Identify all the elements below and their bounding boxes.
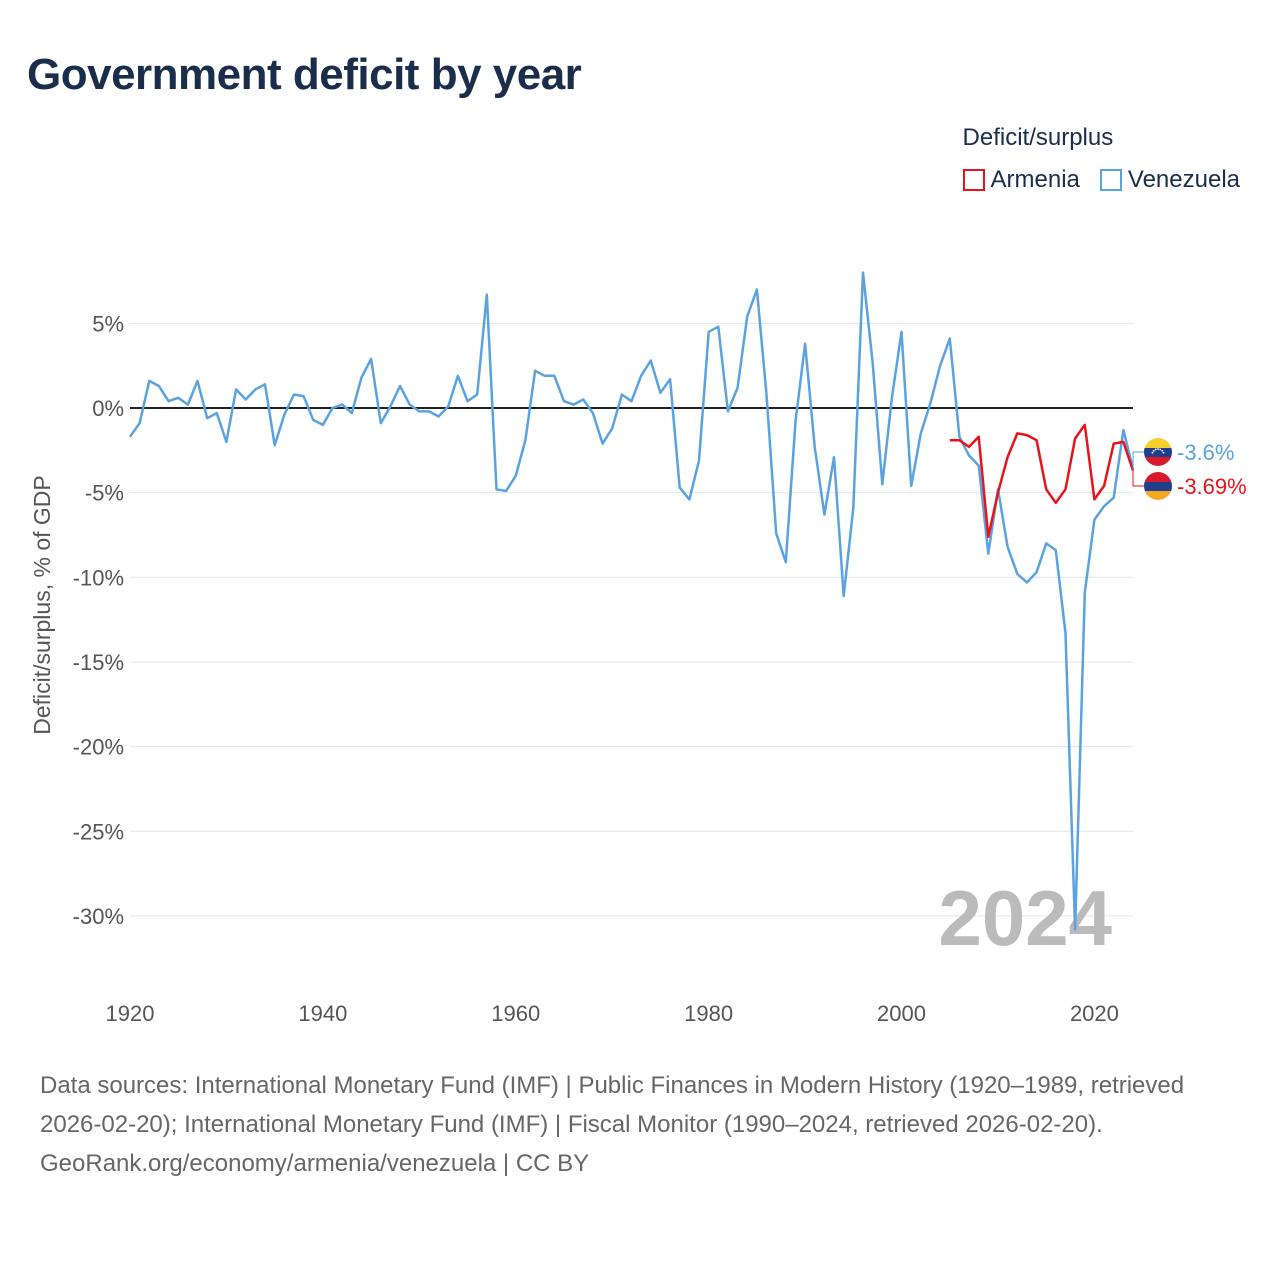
- y-tick-label: 0%: [92, 396, 124, 421]
- end-markers: -3.6% -3.69%: [1132, 438, 1247, 500]
- series-line-armenia[interactable]: [949, 423, 1135, 538]
- data-sources: Data sources: International Monetary Fun…: [40, 1072, 1185, 1138]
- legend-item-venezuela[interactable]: Venezuela: [1099, 166, 1240, 194]
- chart: 5% 0% -5% -10% -15% -20% -25% -30% 1920 1940 1960…: [29, 271, 1247, 1026]
- end-value-label-venezuela: -3.6%: [1177, 440, 1234, 465]
- page-title: Government deficit by year: [27, 50, 582, 99]
- legend: Deficit/surplus Armenia Venezuela: [962, 124, 1240, 194]
- legend-label-venezuela: Venezuela: [1127, 166, 1240, 193]
- current-year-watermark: 2024: [938, 874, 1112, 962]
- y-tick-label: -15%: [73, 650, 124, 675]
- x-tick-label: 1940: [298, 1001, 347, 1026]
- series-line-venezuela[interactable]: [128, 271, 1135, 931]
- y-tick-label: -30%: [73, 904, 124, 929]
- legend-title: Deficit/surplus: [962, 124, 1114, 151]
- end-value-label-armenia: -3.69%: [1177, 474, 1247, 499]
- x-tick-label: 1920: [106, 1001, 155, 1026]
- armenia-flag-icon: [1144, 472, 1172, 500]
- x-tick-label: 1960: [491, 1001, 540, 1026]
- legend-label-armenia: Armenia: [990, 166, 1080, 193]
- venezuela-swatch-icon: [1099, 169, 1122, 191]
- x-tick-label: 2020: [1070, 1001, 1119, 1026]
- y-tick-label: -25%: [73, 819, 124, 844]
- x-tick-label: 1980: [684, 1001, 733, 1026]
- gridlines: [130, 322, 1133, 917]
- venezuela-flag-icon: [1144, 438, 1172, 466]
- end-connector: [1132, 451, 1144, 469]
- y-tick-label: -20%: [73, 735, 124, 760]
- x-tick-label: 2000: [877, 1001, 926, 1026]
- y-tick-label: -10%: [73, 565, 124, 590]
- footer: Data sources: International Monetary Fun…: [40, 1066, 1240, 1183]
- y-axis-title: Deficit/surplus, % of GDP: [29, 475, 55, 734]
- credit-link[interactable]: GeoRank.org/economy/armenia/venezuela | …: [40, 1150, 590, 1177]
- y-axis: 5% 0% -5% -10% -15% -20% -25% -30%: [73, 311, 124, 929]
- y-tick-label: 5%: [92, 311, 124, 336]
- series-lines: [128, 271, 1135, 931]
- end-connector: [1132, 470, 1144, 487]
- y-tick-label: -5%: [85, 481, 124, 506]
- armenia-swatch-icon: [962, 169, 985, 191]
- legend-item-armenia[interactable]: Armenia: [962, 166, 1080, 194]
- x-axis: 1920 1940 1960 1980 2000 2020: [106, 1001, 1119, 1026]
